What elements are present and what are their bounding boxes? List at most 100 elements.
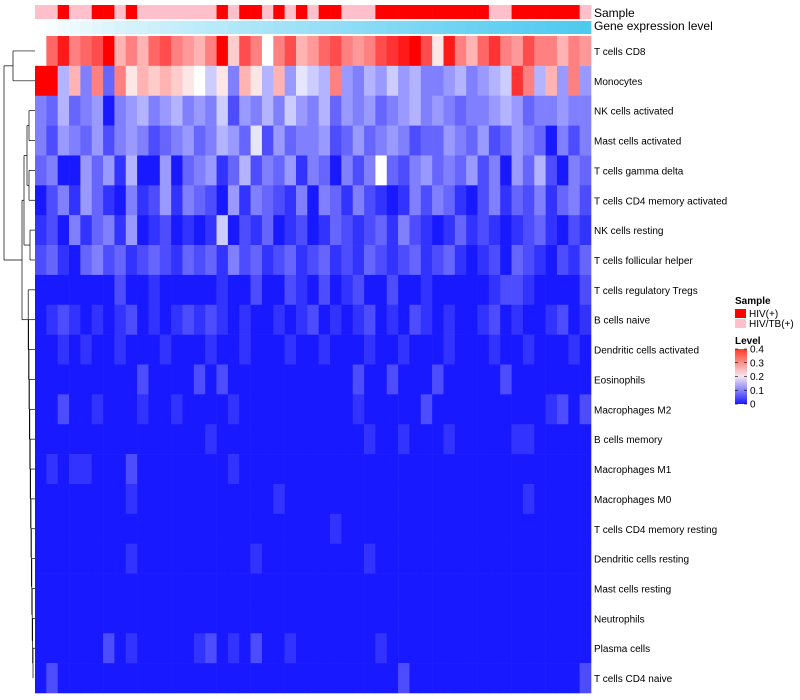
expression-annotation-cell: [511, 21, 524, 34]
heatmap-cell: [295, 394, 308, 425]
heatmap-cell: [69, 304, 81, 335]
heatmap-cell: [545, 215, 558, 246]
heatmap-cell: [454, 454, 467, 485]
heatmap-cell: [511, 95, 524, 126]
heatmap-cell: [57, 65, 70, 97]
heatmap-cell: [454, 125, 467, 156]
heatmap-cell: [386, 155, 399, 186]
heatmap-cell: [273, 36, 285, 67]
heatmap-cell: [307, 513, 319, 544]
row-label: T cells CD4 memory resting: [594, 525, 717, 536]
heatmap-cell: [103, 364, 115, 395]
sample-annotation-cell: [46, 5, 58, 19]
heatmap-cell: [250, 573, 263, 604]
heatmap-cell: [171, 543, 183, 574]
heatmap-cell: [318, 483, 331, 515]
heatmap-cell: [364, 394, 376, 425]
heatmap-cell: [500, 36, 512, 67]
heatmap-cell: [46, 274, 58, 306]
heatmap-cell: [159, 215, 172, 246]
heatmap-cell: [205, 125, 217, 156]
heatmap-cell: [159, 513, 172, 544]
heatmap-cell: [500, 454, 512, 485]
heatmap-cell: [307, 424, 319, 455]
heatmap-cell: [114, 364, 127, 395]
heatmap-cell: [284, 125, 297, 156]
heatmap-cell: [171, 633, 183, 664]
heatmap-cell: [466, 36, 478, 67]
heatmap-cell: [375, 304, 388, 335]
heatmap-cell: [182, 215, 195, 246]
heatmap-cell: [193, 394, 206, 425]
heatmap-cell: [511, 274, 524, 306]
heatmap-cell: [511, 573, 524, 604]
heatmap-cell: [443, 36, 456, 67]
heatmap-cell: [261, 424, 274, 455]
heatmap-cell: [227, 454, 240, 485]
heatmap-cell: [205, 36, 217, 67]
expression-annotation-cell: [284, 21, 297, 34]
heatmap-cell: [261, 513, 274, 544]
heatmap-cell: [488, 573, 501, 604]
heatmap-cell: [500, 573, 512, 604]
heatmap-cell: [386, 274, 399, 306]
heatmap-cell: [454, 304, 467, 335]
heatmap-cell: [341, 334, 354, 365]
heatmap-cell: [409, 95, 422, 126]
sample-annotation-cell: [205, 5, 217, 19]
heatmap-cell: [466, 483, 478, 515]
heatmap-cell: [545, 95, 558, 126]
heatmap-cell: [205, 334, 217, 365]
heatmap-cell: [57, 304, 70, 335]
annotation-label-expression: Gene expression level: [594, 19, 713, 33]
heatmap-cell: [250, 394, 263, 425]
heatmap-cell: [46, 36, 58, 67]
heatmap-cell: [216, 483, 229, 515]
expression-annotation-cell: [330, 21, 342, 34]
heatmap-cell: [443, 483, 456, 515]
heatmap-cell: [500, 633, 512, 664]
heatmap-cell: [182, 394, 195, 425]
heatmap-cell: [409, 633, 422, 664]
heatmap-cell: [239, 65, 251, 97]
heatmap-cell: [511, 513, 524, 544]
heatmap-cell: [182, 95, 195, 126]
heatmap-cell: [545, 394, 558, 425]
heatmap-cell: [488, 215, 501, 246]
heatmap-cell: [443, 95, 456, 126]
sample-annotation-cell: [171, 5, 183, 19]
sample-annotation-cell: [522, 5, 535, 19]
heatmap-cell: [205, 155, 217, 186]
heatmap-cell: [159, 364, 172, 395]
heatmap-cell: [103, 155, 115, 186]
heatmap-cell: [432, 95, 444, 126]
heatmap-cell: [341, 304, 354, 335]
sample-annotation-cell: [239, 5, 251, 19]
heatmap-cell: [193, 424, 206, 455]
heatmap-cell: [182, 543, 195, 574]
sample-annotation-cell: [534, 5, 546, 19]
heatmap-cell: [375, 274, 388, 306]
heatmap-cell: [579, 483, 592, 515]
heatmap-cell: [420, 185, 433, 216]
heatmap-cell: [420, 663, 433, 694]
heatmap-cell: [261, 454, 274, 485]
heatmap-cell: [409, 663, 422, 694]
heatmap-cell: [35, 394, 47, 425]
heatmap-cell: [568, 245, 580, 276]
heatmap-cell: [398, 364, 410, 395]
heatmap-cell: [35, 364, 47, 395]
heatmap-cell: [171, 394, 183, 425]
heatmap-cell: [261, 394, 274, 425]
heatmap-cell: [114, 483, 127, 515]
heatmap-cell: [250, 245, 263, 276]
legend-label-hiv: HIV(+): [749, 309, 778, 320]
heatmap-cell: [227, 633, 240, 664]
heatmap-cell: [250, 95, 263, 126]
expression-annotation-cell: [273, 21, 285, 34]
heatmap-cell: [46, 483, 58, 515]
heatmap-cell: [295, 155, 308, 186]
sample-annotation-cell: [341, 5, 354, 19]
heatmap-cell: [545, 364, 558, 395]
heatmap-cell: [477, 185, 490, 216]
